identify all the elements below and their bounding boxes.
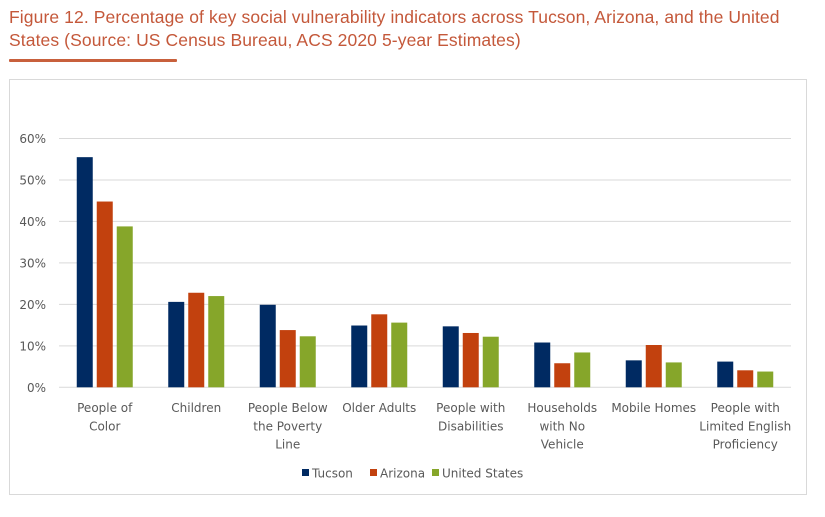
chart-frame	[9, 79, 807, 495]
x-category-label: People with	[436, 401, 505, 415]
x-category-label: with No	[539, 419, 585, 433]
x-category-label: People Below	[248, 401, 328, 415]
y-tick-label: 0%	[27, 381, 46, 395]
bar-united-states	[391, 322, 408, 388]
bar-tucson	[717, 361, 734, 388]
legend-label: United States	[442, 467, 523, 481]
bar-tucson	[442, 326, 459, 388]
legend-label: Arizona	[380, 467, 425, 481]
x-category-label: Proficiency	[713, 438, 778, 452]
x-category-label: Older Adults	[342, 401, 416, 415]
bar-united-states	[208, 296, 225, 388]
x-category-label: Children	[171, 401, 221, 415]
x-category-label: the Poverty	[253, 419, 322, 433]
x-category-label: Line	[275, 438, 300, 452]
bar-united-states	[482, 336, 499, 388]
bar-united-states	[574, 352, 591, 388]
bar-united-states	[757, 371, 774, 388]
x-category-label: Limited English	[699, 419, 791, 433]
bar-united-states	[116, 226, 133, 388]
x-category-label: Disabilities	[438, 419, 503, 433]
bar-arizona	[279, 330, 296, 388]
x-category-label: Color	[89, 419, 120, 433]
bar-arizona	[645, 345, 662, 388]
y-tick-label: 30%	[19, 256, 46, 270]
legend-label: Tucson	[311, 467, 353, 481]
bar-arizona	[554, 363, 571, 388]
legend-swatch	[370, 469, 377, 476]
y-tick-label: 20%	[19, 298, 46, 312]
bar-united-states	[299, 336, 316, 388]
bar-tucson	[625, 360, 642, 388]
y-tick-label: 40%	[19, 215, 46, 229]
y-tick-label: 60%	[19, 132, 46, 146]
bar-arizona	[737, 370, 754, 388]
bar-arizona	[462, 332, 479, 388]
legend-swatch	[432, 469, 439, 476]
bar-tucson	[351, 325, 368, 388]
title-underline	[9, 59, 177, 62]
bar-arizona	[188, 292, 205, 388]
y-tick-label: 50%	[19, 173, 46, 187]
x-category-label: People of	[77, 401, 133, 415]
x-category-label: Vehicle	[541, 438, 584, 452]
legend-swatch	[302, 469, 309, 476]
x-category-label: Mobile Homes	[611, 401, 696, 415]
x-category-label: Households	[527, 401, 597, 415]
bar-united-states	[665, 362, 682, 388]
x-category-label: People with	[711, 401, 780, 415]
figure-title: Figure 12. Percentage of key social vuln…	[9, 7, 780, 50]
y-tick-label: 10%	[19, 339, 46, 353]
bar-tucson	[534, 342, 551, 388]
bar-tucson	[168, 301, 185, 388]
bar-arizona	[96, 201, 113, 388]
bar-arizona	[371, 314, 388, 388]
bar-tucson	[76, 157, 93, 388]
bar-tucson	[259, 304, 276, 388]
